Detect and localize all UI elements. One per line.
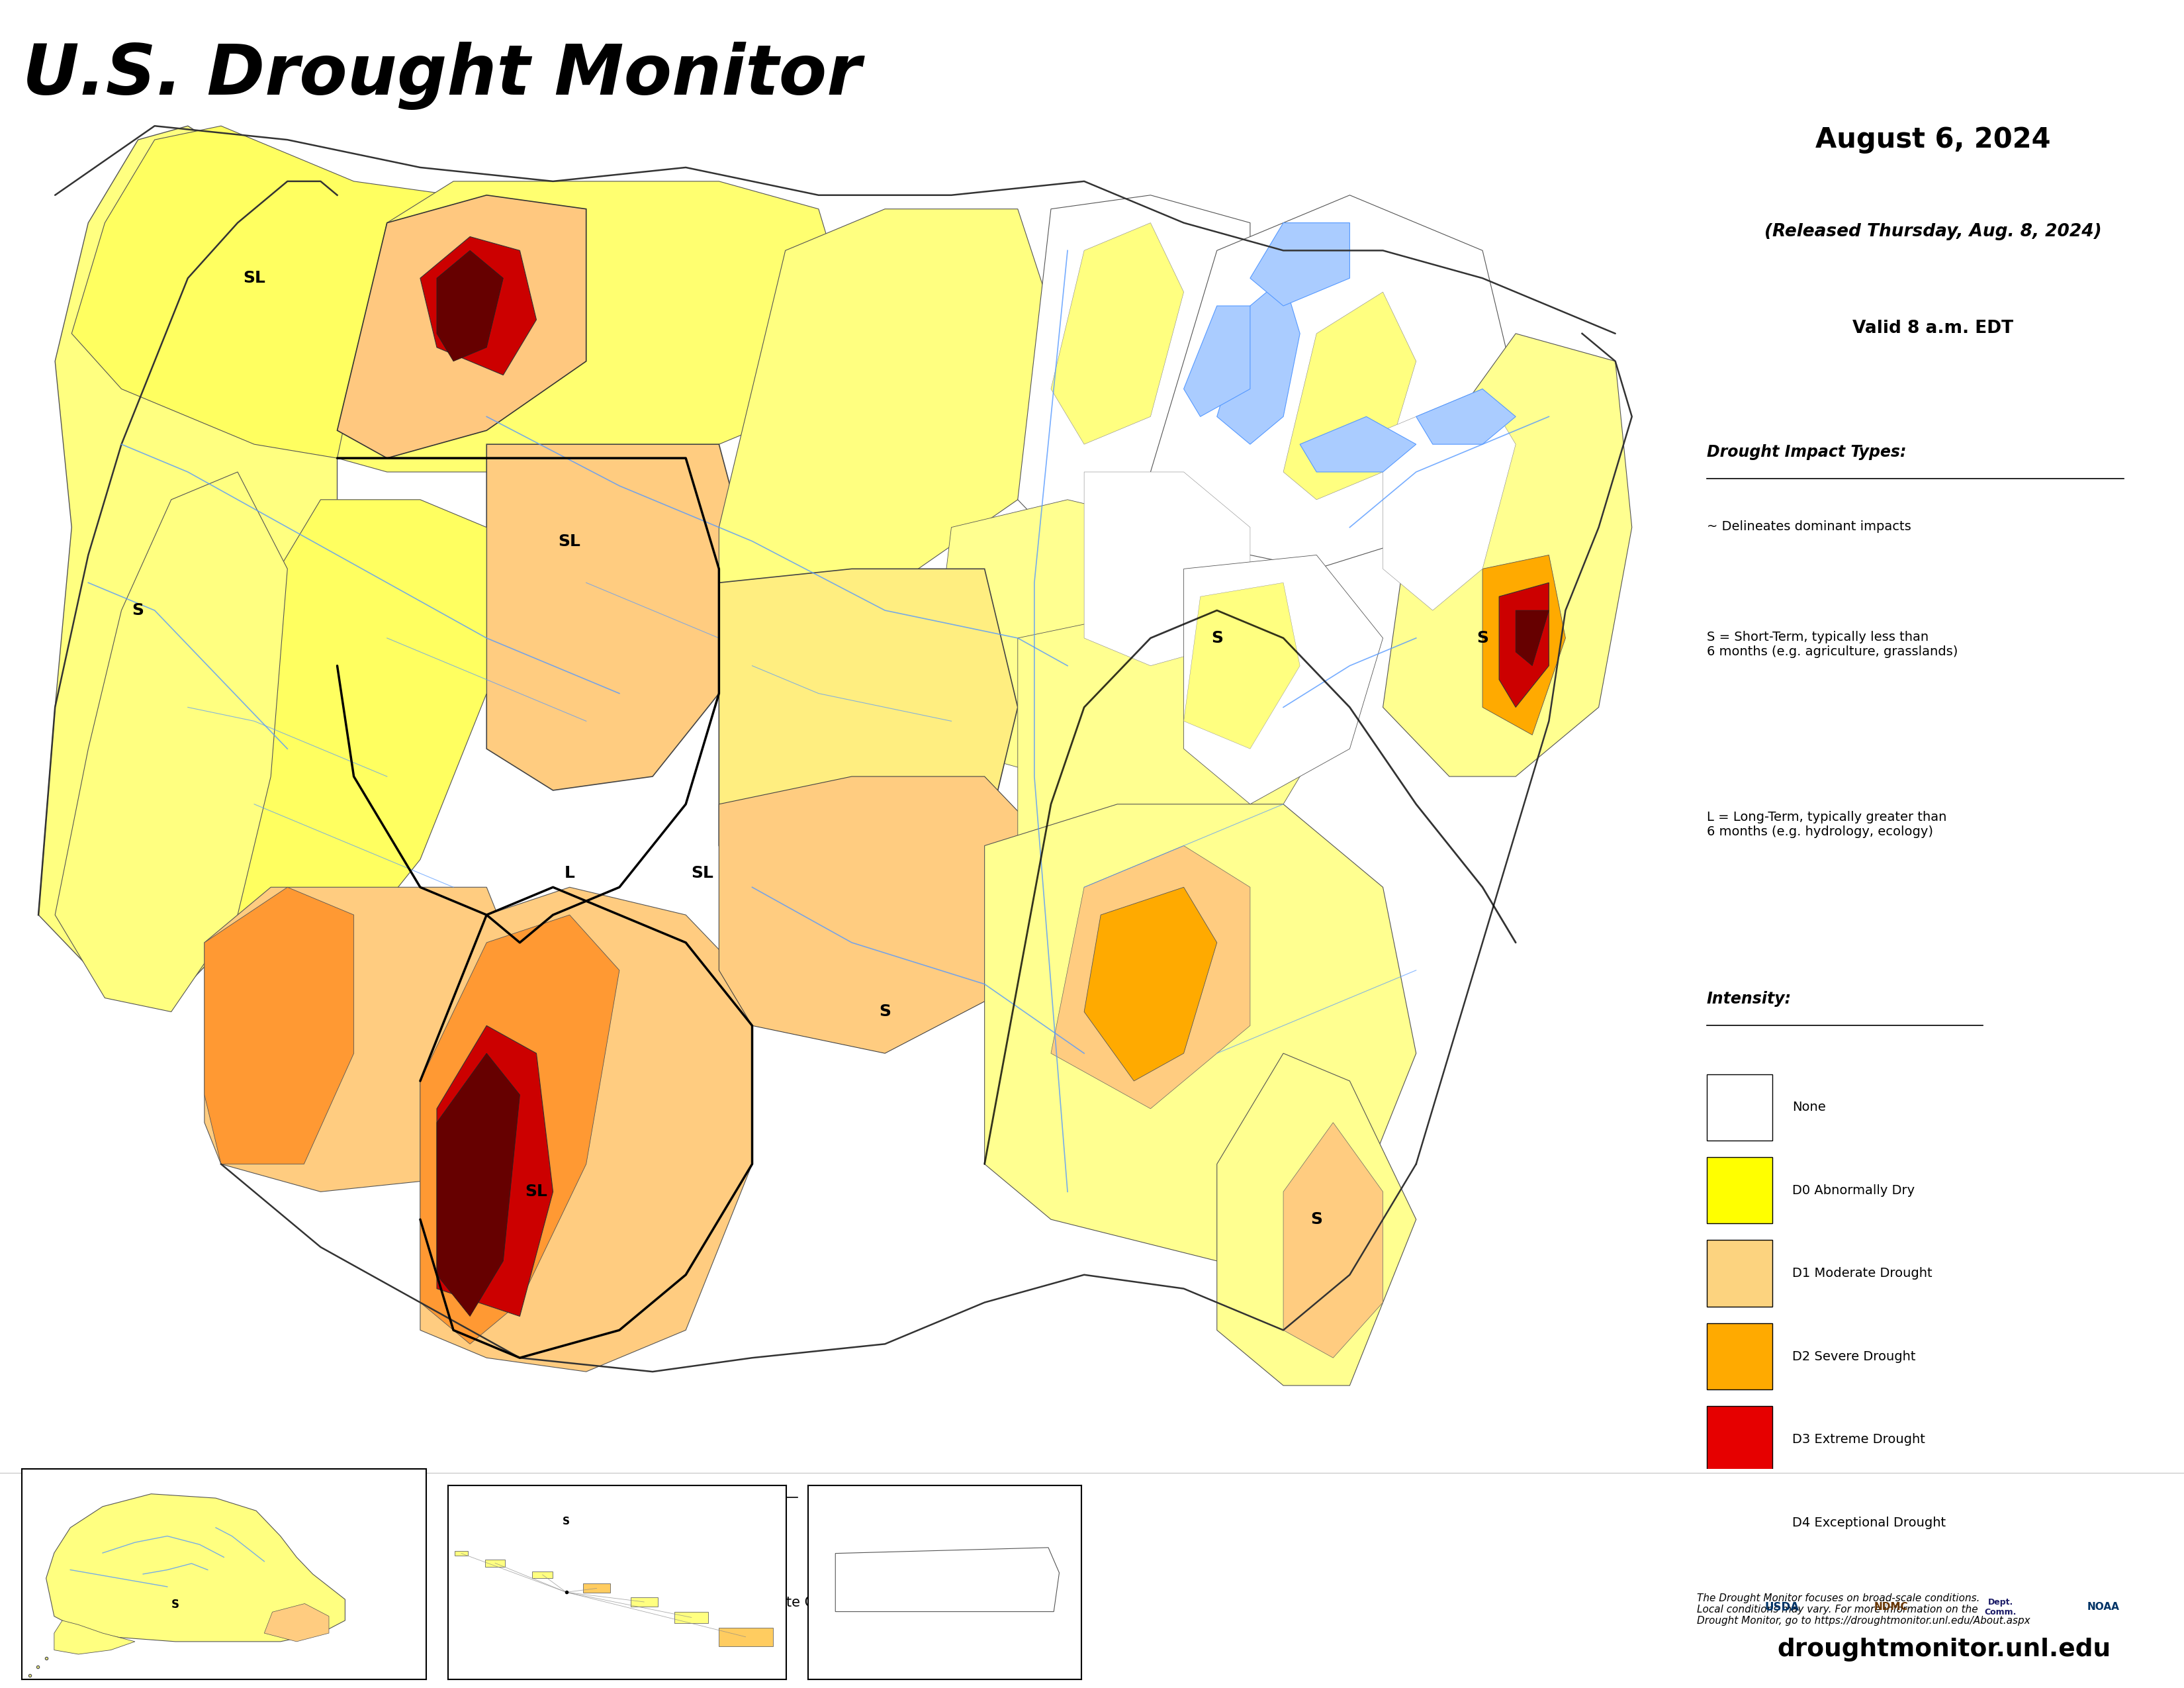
Polygon shape — [1382, 388, 1516, 611]
Text: D4 Exceptional Drought: D4 Exceptional Drought — [1793, 1516, 1946, 1529]
Polygon shape — [205, 888, 537, 1192]
Polygon shape — [834, 1548, 1059, 1612]
Polygon shape — [1184, 306, 1249, 417]
Text: The Drought Monitor focuses on broad-scale conditions.
Local conditions may vary: The Drought Monitor focuses on broad-sca… — [1697, 1593, 2031, 1626]
Polygon shape — [675, 1612, 708, 1624]
Polygon shape — [1483, 555, 1566, 734]
Point — [607, 1487, 633, 1507]
Text: D2 Severe Drought: D2 Severe Drought — [1793, 1350, 1915, 1362]
Text: Valid 8 a.m. EDT: Valid 8 a.m. EDT — [1852, 319, 2014, 338]
Polygon shape — [437, 1053, 520, 1317]
FancyBboxPatch shape — [1708, 1489, 1771, 1556]
Text: S: S — [1310, 1212, 1324, 1227]
FancyBboxPatch shape — [1708, 1323, 1771, 1389]
Point — [1695, 1016, 1721, 1036]
Polygon shape — [437, 1026, 553, 1317]
Polygon shape — [719, 776, 1051, 1053]
FancyBboxPatch shape — [1708, 1406, 1771, 1472]
Polygon shape — [46, 1494, 345, 1641]
Polygon shape — [1151, 196, 1516, 569]
Polygon shape — [1249, 223, 1350, 306]
Polygon shape — [55, 473, 288, 1011]
Polygon shape — [487, 444, 751, 790]
Polygon shape — [264, 1604, 330, 1641]
Text: S: S — [563, 1516, 570, 1526]
FancyBboxPatch shape — [1708, 1074, 1771, 1141]
Polygon shape — [72, 127, 585, 457]
Text: Author:: Author: — [622, 1491, 681, 1504]
Text: NOAA: NOAA — [2088, 1602, 2118, 1612]
Text: SL: SL — [690, 866, 714, 881]
Polygon shape — [454, 1551, 467, 1556]
FancyBboxPatch shape — [1708, 1158, 1771, 1224]
Point — [1970, 1016, 1996, 1036]
Polygon shape — [1018, 611, 1317, 888]
Polygon shape — [1083, 473, 1249, 665]
Polygon shape — [419, 236, 537, 375]
Text: August 6, 2024: August 6, 2024 — [1815, 127, 2051, 154]
Polygon shape — [336, 196, 585, 457]
Point — [784, 1487, 810, 1507]
Text: L: L — [563, 866, 574, 881]
Polygon shape — [719, 1627, 773, 1646]
Polygon shape — [1382, 334, 1631, 776]
Text: (Released Thursday, Aug. 8, 2024): (Released Thursday, Aug. 8, 2024) — [1765, 223, 2101, 240]
Text: S: S — [1210, 630, 1223, 647]
Polygon shape — [39, 127, 336, 984]
Text: None: None — [1793, 1101, 1826, 1114]
Polygon shape — [205, 888, 354, 1165]
Polygon shape — [1083, 888, 1216, 1080]
Text: S: S — [878, 1004, 891, 1020]
Polygon shape — [1516, 611, 1548, 665]
Polygon shape — [1299, 417, 1415, 473]
Text: Intensity:: Intensity: — [1708, 991, 1791, 1008]
Polygon shape — [985, 803, 1415, 1261]
Polygon shape — [719, 209, 1068, 596]
Text: NDMC: NDMC — [1874, 1602, 1909, 1612]
Polygon shape — [719, 569, 1018, 915]
Text: U.S. Drought Monitor: U.S. Drought Monitor — [22, 42, 860, 110]
Text: SL: SL — [559, 533, 581, 549]
Text: Drought Impact Types:: Drought Impact Types: — [1708, 444, 1907, 461]
Text: Dept.
Comm.: Dept. Comm. — [1985, 1599, 2016, 1615]
Polygon shape — [437, 250, 502, 361]
Polygon shape — [1184, 582, 1299, 749]
Polygon shape — [1051, 846, 1249, 1109]
Text: SL: SL — [242, 270, 266, 287]
Polygon shape — [188, 500, 487, 957]
FancyBboxPatch shape — [1708, 1241, 1771, 1307]
Polygon shape — [1216, 279, 1299, 444]
Polygon shape — [935, 500, 1216, 776]
Polygon shape — [1184, 555, 1382, 803]
Polygon shape — [583, 1583, 609, 1593]
Polygon shape — [419, 915, 620, 1344]
Text: S: S — [1476, 630, 1489, 647]
Text: D1 Moderate Drought: D1 Moderate Drought — [1793, 1268, 1933, 1280]
Polygon shape — [631, 1597, 657, 1607]
Polygon shape — [55, 1620, 135, 1654]
Text: S: S — [170, 1599, 179, 1610]
Polygon shape — [419, 888, 751, 1372]
Polygon shape — [1284, 1123, 1382, 1357]
Text: S: S — [131, 603, 144, 618]
Text: L = Long-Term, typically greater than
6 months (e.g. hydrology, ecology): L = Long-Term, typically greater than 6 … — [1708, 812, 1946, 839]
Polygon shape — [1284, 292, 1415, 500]
Text: David Simeral: David Simeral — [622, 1534, 719, 1548]
Polygon shape — [533, 1572, 553, 1578]
Text: USDA: USDA — [1765, 1600, 1800, 1614]
Text: Western Regional Climate Center: Western Regional Climate Center — [622, 1595, 852, 1609]
Text: D0 Abnormally Dry: D0 Abnormally Dry — [1793, 1183, 1915, 1197]
Polygon shape — [1018, 196, 1249, 569]
Text: S = Short-Term, typically less than
6 months (e.g. agriculture, grasslands): S = Short-Term, typically less than 6 mo… — [1708, 631, 1957, 658]
Polygon shape — [1415, 388, 1516, 444]
Polygon shape — [485, 1560, 505, 1566]
Polygon shape — [1216, 1053, 1415, 1386]
Polygon shape — [1498, 582, 1548, 707]
Text: SL: SL — [524, 1183, 548, 1200]
Text: D3 Extreme Drought: D3 Extreme Drought — [1793, 1433, 1924, 1447]
Polygon shape — [1051, 223, 1184, 444]
Polygon shape — [336, 181, 852, 473]
Text: ~ Delineates dominant impacts: ~ Delineates dominant impacts — [1708, 520, 1911, 533]
Text: droughtmonitor.unl.edu: droughtmonitor.unl.edu — [1778, 1637, 2110, 1661]
